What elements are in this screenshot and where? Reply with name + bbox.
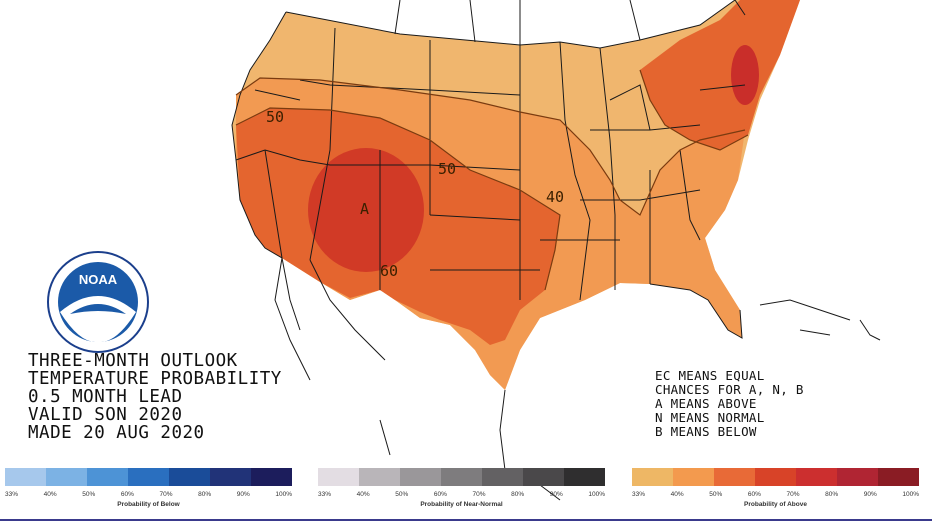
- contours: [235, 69, 749, 291]
- coastlines: [231, 0, 881, 501]
- legend-swatch: [400, 468, 441, 486]
- legend-near-normal: 33% 40% 50% 60% 70% 80% 90% 100% Probabi…: [318, 468, 605, 516]
- legend-swatch: [482, 468, 523, 486]
- outlook-title-line: 0.5 MONTH LEAD: [28, 387, 183, 407]
- legend-tick: 40%: [670, 491, 684, 498]
- legend-swatch: [210, 468, 251, 486]
- legend-swatch: [251, 468, 292, 486]
- category-label-a: A: [360, 200, 370, 218]
- legend-swatch: [318, 468, 359, 486]
- key-line: A MEANS ABOVE: [655, 396, 757, 411]
- legend-swatch: [87, 468, 128, 486]
- map-key: EC MEANS EQUAL CHANCES FOR A, N, B A MEA…: [655, 369, 804, 439]
- legend-swatches: [5, 468, 292, 486]
- contour-label-60: 60: [380, 262, 399, 280]
- legend-tick: 50%: [709, 491, 723, 498]
- legend-tick: 40%: [356, 491, 370, 498]
- legend-tick: 50%: [395, 491, 409, 498]
- outlook-title-line: THREE-MONTH OUTLOOK: [28, 351, 238, 371]
- legend-swatches: [318, 468, 605, 486]
- region-above-50-60-northeast: [640, 0, 800, 150]
- legend-swatch: [46, 468, 87, 486]
- legend-tick: 60%: [747, 491, 761, 498]
- region-above-60-70: [308, 148, 424, 272]
- legend-swatch: [755, 468, 796, 486]
- noaa-logo-text: NOAA: [79, 272, 118, 287]
- state-boundaries: [235, 0, 746, 301]
- legend-tick: 90%: [549, 491, 563, 498]
- legend-ticks: 33% 40% 50% 60% 70% 80% 90% 100%: [318, 491, 605, 498]
- legend-caption: Probability of Below: [117, 501, 180, 508]
- bottom-rule: [0, 519, 932, 521]
- contour-label-40: 40: [546, 188, 565, 206]
- legend-tick: 70%: [472, 491, 486, 498]
- contour-label-50-west: 50: [266, 108, 285, 126]
- legend-swatch: [5, 468, 46, 486]
- noaa-logo-icon: NOAA: [47, 251, 149, 353]
- legend-swatch: [878, 468, 919, 486]
- legend-tick: 60%: [433, 491, 447, 498]
- legend-swatch: [673, 468, 714, 486]
- outlook-title-line: MADE 20 AUG 2020: [28, 423, 205, 443]
- key-line: EC MEANS EQUAL: [655, 368, 765, 383]
- legend-tick: 90%: [236, 491, 250, 498]
- legend-caption: Probability of Near-Normal: [420, 501, 503, 508]
- legend-swatch: [169, 468, 210, 486]
- legend-ticks: 33% 40% 50% 60% 70% 80% 90% 100%: [5, 491, 292, 498]
- legend-tick: 33%: [632, 491, 646, 498]
- legend-swatch: [359, 468, 400, 486]
- legend-tick: 33%: [5, 491, 19, 498]
- legend-tick: 70%: [786, 491, 800, 498]
- legend-swatch: [632, 468, 673, 486]
- outlook-title-line: VALID SON 2020: [28, 405, 183, 425]
- legend-above: 33% 40% 50% 60% 70% 80% 90% 100% Probabi…: [632, 468, 919, 516]
- legend-tick: 50%: [82, 491, 96, 498]
- key-line: B MEANS BELOW: [655, 424, 757, 439]
- key-line: N MEANS NORMAL: [655, 410, 765, 425]
- legend-tick: 100%: [902, 491, 919, 498]
- legend-tick: 80%: [198, 491, 212, 498]
- region-above-60-70-ne: [731, 45, 759, 105]
- key-line: CHANCES FOR A, N, B: [655, 382, 804, 397]
- legend-tick: 100%: [588, 491, 605, 498]
- legend-tick: 100%: [275, 491, 292, 498]
- legend-swatches: [632, 468, 919, 486]
- legend-tick: 40%: [43, 491, 57, 498]
- legend-tick: 80%: [511, 491, 525, 498]
- legend-swatch: [796, 468, 837, 486]
- legend-tick: 33%: [318, 491, 332, 498]
- legend-swatch: [128, 468, 169, 486]
- outlook-title: THREE-MONTH OUTLOOK TEMPERATURE PROBABIL…: [28, 352, 282, 442]
- legend-below: 33% 40% 50% 60% 70% 80% 90% 100% Probabi…: [5, 468, 292, 516]
- legend-swatch: [564, 468, 605, 486]
- legend-tick: 80%: [825, 491, 839, 498]
- legend-caption: Probability of Above: [744, 501, 807, 508]
- legend-swatch: [441, 468, 482, 486]
- legend-swatch: [523, 468, 564, 486]
- legend-swatch: [714, 468, 755, 486]
- legend-tick: 60%: [120, 491, 134, 498]
- legend-tick: 90%: [863, 491, 877, 498]
- outlook-title-line: TEMPERATURE PROBABILITY: [28, 369, 282, 389]
- legend-tick: 70%: [159, 491, 173, 498]
- contour-label-50-central: 50: [438, 160, 457, 178]
- legend-swatch: [837, 468, 878, 486]
- legend-ticks: 33% 40% 50% 60% 70% 80% 90% 100%: [632, 491, 919, 498]
